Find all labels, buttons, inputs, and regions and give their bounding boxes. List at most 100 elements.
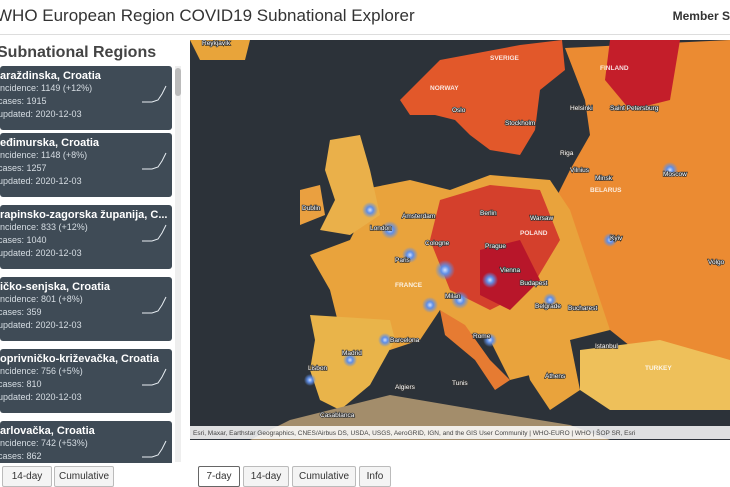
card-name: rapinsko-zagorska županija, C... — [0, 209, 168, 221]
map-label: Tunis — [452, 380, 468, 387]
map-label: Minsk — [595, 175, 613, 182]
card-incidence: incidence: 801 (+8%) — [0, 294, 83, 304]
map-label: Dublin — [302, 205, 321, 212]
map-label: Bucharest — [568, 305, 597, 312]
map-label: Warsaw — [530, 215, 554, 222]
card-updated: updated: 2020-12-03 — [0, 109, 82, 119]
attribution-bar — [190, 426, 730, 439]
map-label: NORWAY — [430, 85, 459, 92]
land — [605, 40, 680, 110]
map-label: Helsinki — [570, 105, 593, 112]
region-card[interactable]: araždinska, Croatia incidence: 1149 (+12%… — [0, 66, 172, 130]
card-cases: cases: 1257 — [0, 163, 47, 173]
card-incidence: incidence: 1148 (+8%) — [0, 150, 88, 160]
map-label: Istanbul — [595, 343, 618, 350]
region-card[interactable]: eđimurska, Croatia incidence: 1148 (+8%) c… — [0, 133, 172, 197]
card-incidence: incidence: 742 (+53%) — [0, 438, 88, 448]
map-label: London — [370, 225, 392, 232]
panel-title: Subnational Regions — [0, 44, 157, 61]
card-name: ičko-senjska, Croatia — [0, 281, 111, 293]
attribution: Esri, Maxar, Earthstar Geographics, CNES… — [193, 428, 635, 437]
map-label: Cologne — [425, 240, 450, 247]
map-label: Vienna — [500, 267, 521, 274]
card-name: oprivničko-križevačka, Croatia — [0, 353, 159, 365]
map-tab[interactable]: Info — [359, 466, 391, 487]
sparkline — [142, 296, 167, 314]
panel-tab[interactable]: 14-day — [2, 466, 52, 487]
map-label: FINLAND — [600, 65, 629, 72]
map-tab[interactable]: Cumulative — [292, 466, 356, 487]
map-label: Berlin — [480, 210, 497, 217]
card-incidence: incidence: 833 (+12%) — [0, 222, 88, 232]
card-cases: cases: 1040 — [0, 235, 47, 245]
land — [440, 310, 510, 390]
map-label: Rome — [473, 333, 491, 340]
map-label: Kyiv — [610, 235, 623, 242]
card-incidence: incidence: 1149 (+12%) — [0, 83, 93, 93]
map-label: Stockholm — [505, 120, 535, 127]
map-label: SVERIGE — [490, 55, 520, 62]
map-label: Riga — [560, 150, 574, 157]
sparkline — [142, 440, 167, 458]
map-label: Vilnius — [570, 167, 590, 174]
land — [580, 340, 730, 410]
map-tab[interactable]: 7-day — [198, 466, 240, 487]
map-label: POLAND — [520, 230, 548, 237]
city-dots — [304, 162, 678, 386]
card-name: eđimurska, Croatia — [0, 137, 100, 149]
card-name: arlovačka, Croatia — [0, 425, 95, 437]
card-incidence: incidence: 756 (+5%) — [0, 366, 83, 376]
app-title: WHO European Region COVID19 Subnational … — [0, 6, 415, 25]
sparkline — [142, 85, 167, 103]
map-tab[interactable]: 14-day — [243, 466, 289, 487]
map-label: Athens — [545, 373, 566, 380]
sparkline — [142, 224, 167, 242]
map-label: TURKEY — [645, 365, 672, 372]
map-label: Oslo — [452, 107, 466, 114]
scrollbar[interactable] — [175, 66, 181, 462]
scroll-thumb[interactable] — [175, 68, 181, 96]
card-updated: updated: 2020-12-03 — [0, 176, 82, 186]
land — [480, 240, 540, 310]
map-label: Lisbon — [308, 365, 328, 372]
map-label: Casablanca — [320, 412, 355, 419]
card-updated: updated: 2020-12-03 — [0, 248, 82, 258]
card-cases: cases: 810 — [0, 379, 42, 389]
card-updated: updated: 2020-12-03 — [0, 320, 82, 330]
region-card[interactable]: ičko-senjska, Croatia incidence: 801 (+8%… — [0, 277, 172, 341]
map-label: Prague — [485, 243, 506, 250]
map-label: Belgrade — [535, 303, 561, 310]
region-card[interactable]: oprivničko-križevačka, Croatia incidence:… — [0, 349, 172, 413]
card-cases: cases: 862 — [0, 451, 42, 461]
card-name: araždinska, Croatia — [0, 70, 101, 82]
sparkline — [142, 368, 167, 386]
sparkline — [142, 152, 167, 170]
region-card[interactable]: arlovačka, Croatia incidence: 742 (+53%) c… — [0, 421, 172, 463]
land — [520, 340, 580, 410]
card-updated: updated: 2020-12-03 — [0, 392, 82, 402]
land — [300, 185, 325, 225]
member-states-link[interactable]: Member S — [672, 9, 730, 23]
map-label: Volgo — [708, 259, 725, 266]
map-label: BELARUS — [590, 187, 622, 194]
region-card[interactable]: rapinsko-zagorska županija, C... incidenc… — [0, 205, 172, 269]
map[interactable]: Reykjavík SVERIGE FINLAND NORWAY Oslo St… — [190, 40, 730, 440]
header: WHO European Region COVID19 Subnational … — [0, 0, 730, 35]
card-cases: cases: 1915 — [0, 96, 47, 106]
map-label: Saint Petersburg — [610, 105, 659, 112]
land — [400, 40, 565, 155]
panel-tab[interactable]: Cumulative — [54, 466, 114, 487]
map-label: Barcelona — [390, 337, 420, 344]
map-label: Paris — [395, 257, 411, 264]
land — [190, 40, 250, 60]
map-label: Reykjavík — [202, 40, 231, 47]
map-label: Algiers — [395, 384, 416, 391]
map-label: Budapest — [520, 280, 548, 287]
map-label: Amsterdam — [402, 213, 435, 220]
side-panel: Subnational Regions araždinska, Croatia i… — [0, 40, 183, 463]
map-label: Madrid — [342, 350, 362, 357]
map-label: Moscow — [663, 171, 687, 178]
map-label: Milan — [445, 293, 461, 300]
card-cases: cases: 359 — [0, 307, 42, 317]
